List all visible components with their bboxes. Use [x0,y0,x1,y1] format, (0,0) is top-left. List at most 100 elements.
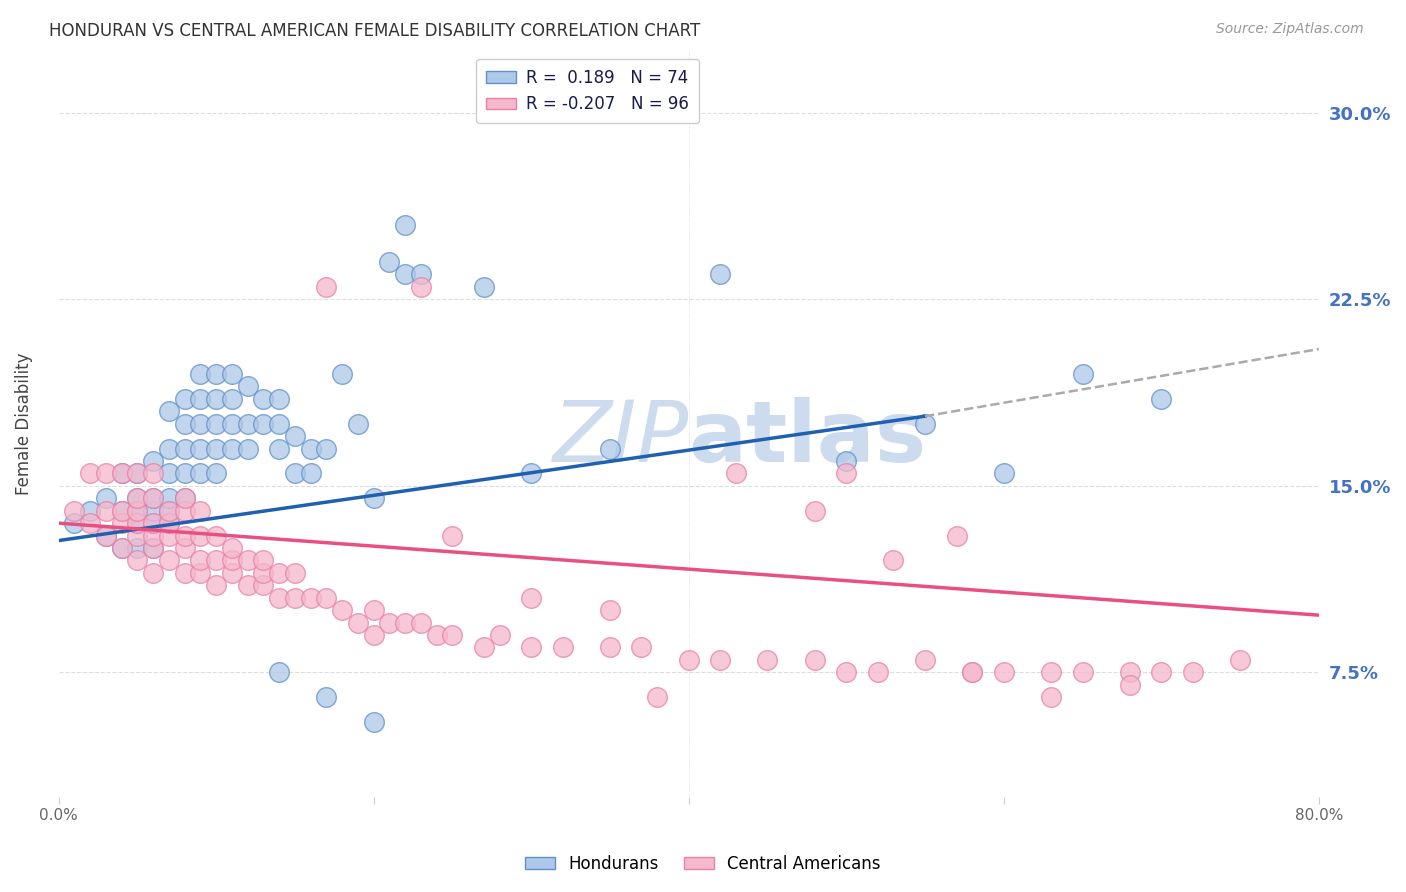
Point [914,417,936,431]
Text: atlas: atlas [689,397,927,480]
Point [190,553,212,567]
Point [630,640,652,655]
Point [1040,665,1063,680]
Point [962,665,984,680]
Point [111,504,134,518]
Point [756,653,779,667]
Point [236,578,259,592]
Point [205,417,228,431]
Point [190,504,212,518]
Point [378,615,401,630]
Point [426,628,449,642]
Point [94,491,117,506]
Point [472,280,495,294]
Point [284,591,307,605]
Point [269,417,291,431]
Point [284,566,307,580]
Point [63,504,86,518]
Point [1229,653,1251,667]
Point [835,665,858,680]
Point [173,442,195,456]
Point [111,467,134,481]
Point [1119,665,1142,680]
Point [190,392,212,406]
Point [835,454,858,468]
Point [190,467,212,481]
Point [284,429,307,443]
Point [709,653,731,667]
Point [190,417,212,431]
Point [94,528,117,542]
Point [709,268,731,282]
Point [94,504,117,518]
Point [127,516,149,530]
Point [269,566,291,580]
Point [488,628,510,642]
Point [1150,665,1173,680]
Point [520,591,543,605]
Point [299,442,322,456]
Point [142,516,165,530]
Point [173,467,195,481]
Point [315,690,337,705]
Point [945,528,967,542]
Point [599,442,621,456]
Point [142,491,165,506]
Point [111,516,134,530]
Point [520,640,543,655]
Point [111,541,134,555]
Point [330,603,353,617]
Point [599,603,621,617]
Text: Source: ZipAtlas.com: Source: ZipAtlas.com [1216,22,1364,37]
Y-axis label: Female Disability: Female Disability [15,352,32,495]
Point [1071,367,1094,381]
Point [284,467,307,481]
Point [127,541,149,555]
Point [127,553,149,567]
Point [173,491,195,506]
Point [962,665,984,680]
Point [363,603,385,617]
Point [142,491,165,506]
Point [173,566,195,580]
Point [157,553,180,567]
Point [269,392,291,406]
Point [157,516,180,530]
Point [993,665,1015,680]
Point [1040,690,1063,705]
Legend: Hondurans, Central Americans: Hondurans, Central Americans [519,848,887,880]
Point [441,528,464,542]
Point [157,491,180,506]
Point [190,528,212,542]
Point [142,566,165,580]
Point [599,640,621,655]
Point [157,442,180,456]
Point [157,467,180,481]
Point [394,268,416,282]
Point [173,417,195,431]
Point [315,280,337,294]
Point [252,578,274,592]
Point [409,615,432,630]
Point [678,653,700,667]
Point [269,442,291,456]
Point [315,591,337,605]
Point [236,417,259,431]
Point [269,665,291,680]
Point [835,467,858,481]
Point [993,467,1015,481]
Point [190,566,212,580]
Point [205,528,228,542]
Point [79,467,101,481]
Point [190,442,212,456]
Point [330,367,353,381]
Point [157,504,180,518]
Point [111,541,134,555]
Text: HONDURAN VS CENTRAL AMERICAN FEMALE DISABILITY CORRELATION CHART: HONDURAN VS CENTRAL AMERICAN FEMALE DISA… [49,22,700,40]
Point [157,404,180,418]
Point [363,628,385,642]
Point [252,392,274,406]
Point [221,392,243,406]
Point [157,504,180,518]
Point [347,615,370,630]
